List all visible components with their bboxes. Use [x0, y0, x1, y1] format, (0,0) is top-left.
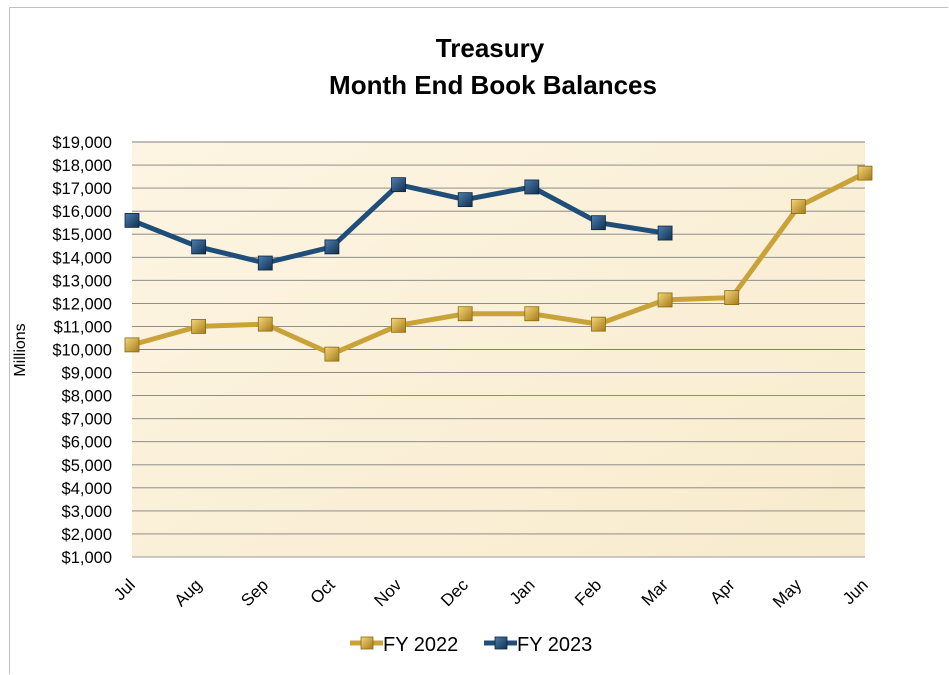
legend-label-fy2023: FY 2023 [517, 634, 592, 656]
x-tick-label: Jul [110, 575, 139, 604]
data-point [524, 306, 540, 322]
chart-title-line-2: Month End Book Balances [329, 70, 657, 100]
data-point [657, 225, 673, 241]
data-point [457, 192, 473, 208]
y-tick-label: $14,000 [52, 249, 112, 267]
y-tick-label: $7,000 [62, 411, 112, 429]
legend-label-fy2022: FY 2022 [383, 634, 458, 656]
x-tick-label: Jun [839, 575, 872, 608]
y-tick-label: $4,000 [62, 480, 112, 498]
y-tick-label: $8,000 [62, 388, 112, 406]
y-tick-label: $9,000 [62, 365, 112, 383]
data-point [324, 346, 340, 362]
series-line [129, 170, 868, 357]
data-point [657, 292, 673, 308]
data-point [257, 316, 273, 332]
data-point [457, 306, 473, 322]
chart-title: Treasury Month End Book Balances [329, 33, 657, 100]
y-axis-ticks: $1,000 $2,000 $3,000 $4,000 $5,000 $6,000 $7,0… [52, 134, 112, 567]
x-axis-ticks: Jul Aug Sep Oct Nov Dec Jan Feb Mar Apr May Jun [110, 575, 872, 612]
data-point [591, 215, 606, 231]
y-tick-label: $10,000 [52, 342, 112, 360]
y-tick-label: $15,000 [52, 226, 112, 244]
x-tick-label: Sep [237, 575, 272, 610]
data-point [591, 316, 606, 332]
x-tick-label: Aug [171, 575, 206, 610]
y-tick-label: $19,000 [52, 134, 112, 152]
series-fy-2023 [124, 177, 673, 271]
legend-item-fy2023: FY 2023 [484, 634, 592, 656]
data-point [124, 337, 140, 353]
chart-frame [9, 7, 948, 674]
legend-item-fy2022: FY 2022 [350, 634, 458, 656]
series-fy-2022 [124, 165, 873, 362]
legend-swatch-fy2022-marker [360, 636, 374, 650]
x-tick-label: Nov [371, 575, 406, 610]
y-tick-label: $3,000 [62, 503, 112, 521]
x-tick-label: Apr [706, 575, 738, 607]
y-tick-label: $11,000 [54, 318, 112, 336]
x-tick-label: Mar [638, 575, 672, 609]
chart-title-line-1: Treasury [436, 33, 545, 63]
data-point [790, 199, 806, 214]
y-tick-label: $16,000 [52, 203, 112, 221]
y-tick-label: $12,000 [52, 295, 112, 313]
y-tick-label: $1,000 [62, 549, 112, 567]
legend-swatch-fy2023-marker [494, 636, 508, 650]
series-layer [124, 165, 873, 362]
x-tick-label: Jan [506, 575, 539, 608]
data-point [724, 290, 740, 306]
x-tick-label: Feb [571, 575, 605, 609]
data-point [124, 212, 140, 228]
y-tick-label: $13,000 [52, 272, 112, 290]
data-point [257, 255, 273, 271]
data-point [324, 239, 340, 255]
data-point [857, 165, 873, 181]
y-tick-label: $17,000 [52, 180, 112, 198]
y-tick-label: $18,000 [52, 157, 112, 175]
y-tick-label: $2,000 [62, 526, 112, 544]
data-point [391, 177, 406, 193]
x-tick-label: May [769, 575, 805, 611]
data-point [524, 179, 540, 195]
legend: FY 2022 FY 2023 [350, 634, 592, 656]
y-tick-label: $6,000 [62, 434, 112, 452]
data-point [391, 317, 406, 333]
y-axis-label: Millions [12, 323, 29, 376]
data-point [191, 239, 207, 255]
x-tick-label: Oct [307, 575, 339, 607]
data-point [191, 319, 207, 334]
y-tick-label: $5,000 [62, 457, 112, 475]
x-tick-label: Dec [437, 575, 472, 610]
